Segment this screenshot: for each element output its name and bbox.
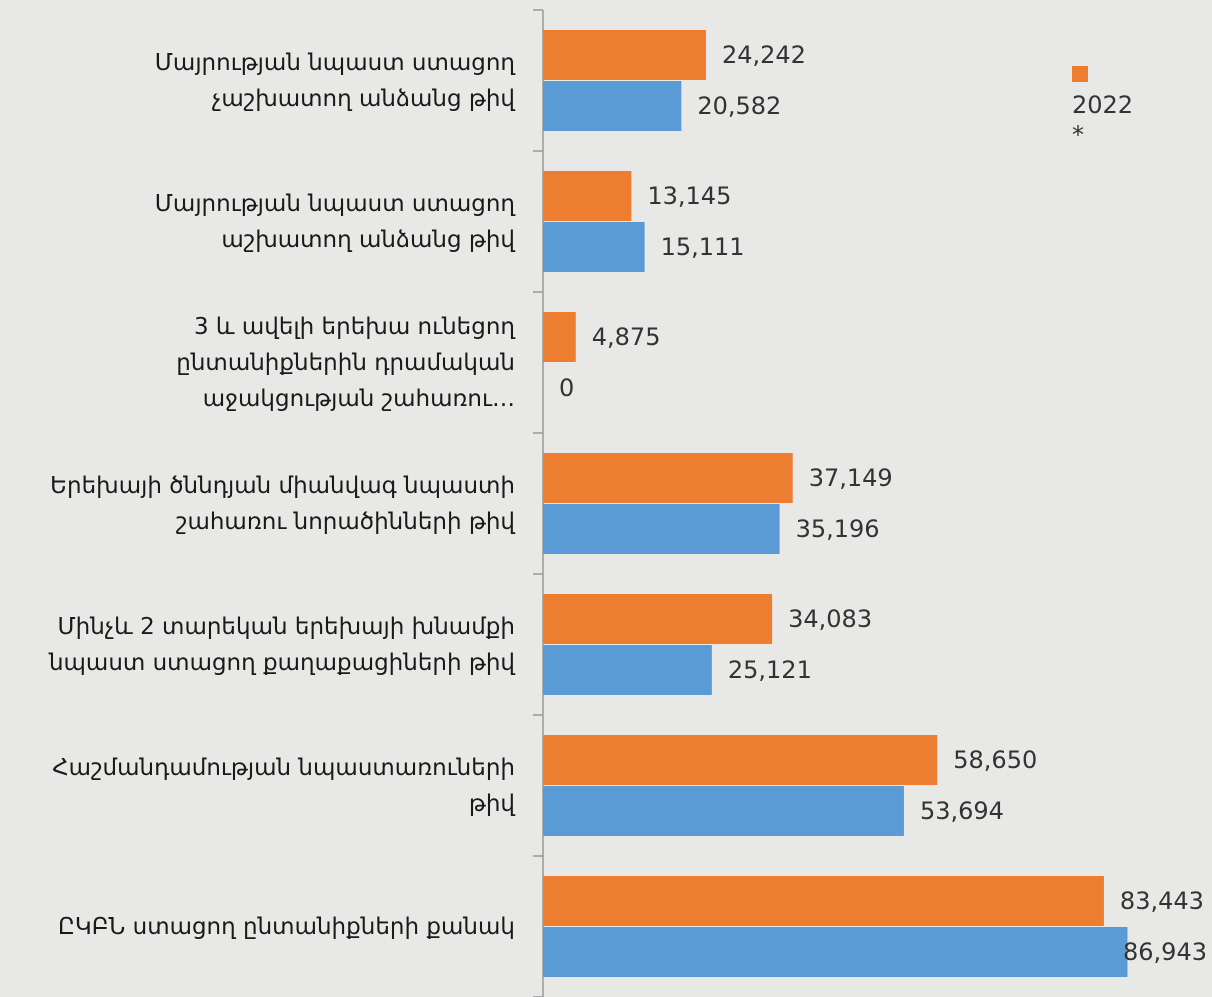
- bar: [543, 171, 632, 221]
- category-label: 3 և ավելի երեխա ունեցող ընտանիքներին դրա…: [176, 313, 515, 412]
- bar: [543, 312, 576, 362]
- legend-swatch: [1072, 66, 1088, 82]
- legend: 2022 *: [1072, 60, 1152, 150]
- category-label: Մայրության նպաստ ստացող չաշխատող անձանց …: [154, 49, 515, 112]
- value-label: 24,242: [722, 41, 806, 69]
- bar: [543, 453, 793, 503]
- value-label: 34,083: [788, 605, 872, 633]
- value-label: 0: [559, 374, 574, 402]
- category-label: Մինչև 2 տարեկան երեխայի խնամքի նպաստ ստա…: [48, 613, 515, 676]
- bar: [543, 876, 1104, 926]
- value-label: 35,196: [796, 515, 880, 543]
- value-label: 20,582: [697, 92, 781, 120]
- value-label: 25,121: [728, 656, 812, 684]
- bar: [543, 594, 773, 644]
- category-label: Երեխայի ծննդյան միանվագ նպաստի շահառու ն…: [50, 472, 515, 535]
- value-label: 37,149: [809, 464, 893, 492]
- bar: [543, 786, 904, 836]
- value-label: 83,443: [1120, 887, 1204, 915]
- value-label: 86,943: [1123, 938, 1207, 966]
- bar: [543, 735, 938, 785]
- bar: [543, 645, 712, 695]
- bar: [543, 30, 706, 80]
- bar: [543, 927, 1128, 977]
- legend-label: 2022 *: [1072, 91, 1134, 149]
- bar: [543, 504, 780, 554]
- category-label: ԸԿԲՆ ստացող ընտանիքների քանակ: [58, 913, 515, 940]
- value-label: 13,145: [647, 182, 731, 210]
- legend-item: 2022 *: [1072, 60, 1152, 150]
- value-label: 15,111: [661, 233, 745, 261]
- value-label: 53,694: [920, 797, 1004, 825]
- bar: [543, 81, 682, 131]
- category-label: Մայրության նպաստ ստացող աշխատող անձանց թ…: [154, 190, 515, 253]
- value-label: 58,650: [953, 746, 1037, 774]
- value-label: 4,875: [592, 323, 661, 351]
- category-label: Հաշմանդամության նպաստառուների թիվ: [52, 754, 515, 817]
- bar: [543, 222, 645, 272]
